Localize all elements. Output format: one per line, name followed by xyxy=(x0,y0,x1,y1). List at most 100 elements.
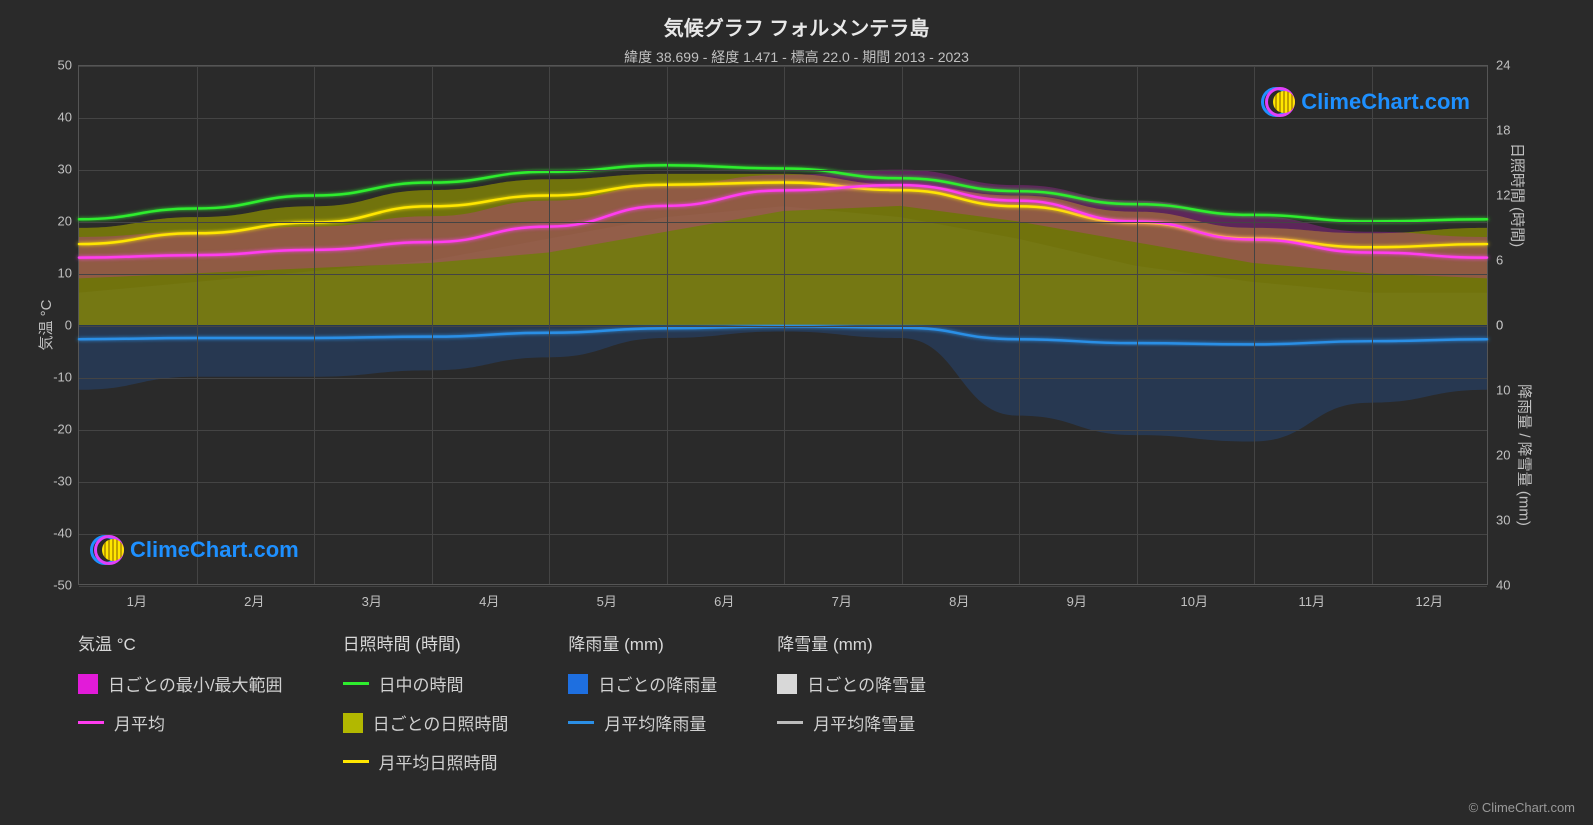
gridline-v xyxy=(1372,66,1373,584)
gridline-h xyxy=(79,430,1487,431)
legend-group-title: 気温 °C xyxy=(78,630,283,655)
xtick-month: 12月 xyxy=(1416,591,1443,610)
legend-swatch-icon xyxy=(343,760,369,763)
xtick-month: 5月 xyxy=(597,591,617,610)
watermark-text: ClimeChart.com xyxy=(1301,89,1470,115)
ytick-right-top: 12 xyxy=(1496,188,1536,203)
gridline-h xyxy=(79,326,1487,327)
ytick-right-top: 18 xyxy=(1496,123,1536,138)
legend-group: 日照時間 (時間) 日中の時間日ごとの日照時間月平均日照時間 xyxy=(343,630,509,774)
legend-item: 日中の時間 xyxy=(343,671,509,696)
legend-item: 日ごとの降雪量 xyxy=(777,671,926,696)
rain-daily-area xyxy=(79,325,1487,442)
ytick-left: 0 xyxy=(32,318,72,333)
legend-label: 日ごとの降雨量 xyxy=(598,671,717,696)
ytick-left: 20 xyxy=(32,214,72,229)
gridline-h xyxy=(79,274,1487,275)
ytick-left: 10 xyxy=(32,266,72,281)
xtick-month: 3月 xyxy=(362,591,382,610)
watermark-bottom: ClimeChart.com xyxy=(90,533,299,567)
legend-group-title: 降雪量 (mm) xyxy=(777,630,926,655)
ytick-right-bottom: 20 xyxy=(1496,448,1536,463)
watermark-top: ClimeChart.com xyxy=(1261,85,1470,119)
legend-label: 日ごとの最小/最大範囲 xyxy=(108,671,283,696)
ytick-left: 40 xyxy=(32,110,72,125)
xtick-month: 11月 xyxy=(1299,591,1326,610)
legend-label: 月平均降雨量 xyxy=(604,710,706,735)
ytick-right-top: 6 xyxy=(1496,253,1536,268)
gridline-h xyxy=(79,378,1487,379)
gridline-h xyxy=(79,170,1487,171)
gridline-h xyxy=(79,586,1487,587)
gridline-v xyxy=(314,66,315,584)
xtick-month: 8月 xyxy=(949,591,969,610)
xtick-month: 4月 xyxy=(479,591,499,610)
legend-label: 月平均 xyxy=(114,710,165,735)
legend-item: 日ごとの最小/最大範囲 xyxy=(78,671,283,696)
ytick-right-bottom: 0 xyxy=(1496,318,1536,333)
legend-swatch-icon xyxy=(343,713,363,733)
legend-group-title: 日照時間 (時間) xyxy=(343,630,509,655)
legend-label: 日ごとの日照時間 xyxy=(373,710,509,735)
gridline-h xyxy=(79,482,1487,483)
legend-label: 日ごとの降雪量 xyxy=(807,671,926,696)
climechart-logo-icon xyxy=(1261,85,1295,119)
legend-label: 月平均日照時間 xyxy=(379,749,498,774)
legend-item: 月平均 xyxy=(78,710,283,735)
legend: 気温 °C 日ごとの最小/最大範囲月平均 日照時間 (時間) 日中の時間日ごとの日照時… xyxy=(78,630,1488,774)
ytick-left: 50 xyxy=(32,58,72,73)
legend-label: 日中の時間 xyxy=(379,671,464,696)
gridline-v xyxy=(197,66,198,584)
gridline-v xyxy=(667,66,668,584)
ytick-right-bottom: 30 xyxy=(1496,513,1536,528)
ytick-right-bottom: 10 xyxy=(1496,383,1536,398)
climechart-logo-icon xyxy=(90,533,124,567)
gridline-v xyxy=(1019,66,1020,584)
xtick-month: 7月 xyxy=(832,591,852,610)
ytick-left: -50 xyxy=(32,578,72,593)
legend-group: 降雨量 (mm) 日ごとの降雨量月平均降雨量 xyxy=(568,630,717,774)
gridline-h xyxy=(79,66,1487,67)
ytick-left: -20 xyxy=(32,422,72,437)
legend-group: 降雪量 (mm) 日ごとの降雪量月平均降雪量 xyxy=(777,630,926,774)
gridline-v xyxy=(432,66,433,584)
xtick-month: 10月 xyxy=(1181,591,1208,610)
legend-swatch-icon xyxy=(568,674,588,694)
legend-swatch-icon xyxy=(777,721,803,724)
xtick-month: 9月 xyxy=(1067,591,1087,610)
ytick-left: 30 xyxy=(32,162,72,177)
legend-item: 月平均日照時間 xyxy=(343,749,509,774)
gridline-v xyxy=(549,66,550,584)
legend-swatch-icon xyxy=(78,721,104,724)
ytick-right-bottom: 40 xyxy=(1496,578,1536,593)
xtick-month: 1月 xyxy=(127,591,147,610)
ytick-left: -40 xyxy=(32,526,72,541)
legend-swatch-icon xyxy=(777,674,797,694)
gridline-v xyxy=(1137,66,1138,584)
chart-svg xyxy=(79,66,1487,584)
legend-group: 気温 °C 日ごとの最小/最大範囲月平均 xyxy=(78,630,283,774)
legend-swatch-icon xyxy=(568,721,594,724)
gridline-h xyxy=(79,222,1487,223)
legend-item: 月平均降雨量 xyxy=(568,710,717,735)
watermark-text: ClimeChart.com xyxy=(130,537,299,563)
gridline-v xyxy=(902,66,903,584)
legend-group-title: 降雨量 (mm) xyxy=(568,630,717,655)
gridline-v xyxy=(1254,66,1255,584)
legend-item: 日ごとの日照時間 xyxy=(343,710,509,735)
xtick-month: 2月 xyxy=(244,591,264,610)
legend-swatch-icon xyxy=(78,674,98,694)
legend-swatch-icon xyxy=(343,682,369,685)
legend-item: 月平均降雪量 xyxy=(777,710,926,735)
chart-title: 気候グラフ フォルメンテラ島 xyxy=(0,0,1593,41)
gridline-v xyxy=(784,66,785,584)
chart-subtitle: 緯度 38.699 - 経度 1.471 - 標高 22.0 - 期間 2013… xyxy=(0,41,1593,67)
legend-item: 日ごとの降雨量 xyxy=(568,671,717,696)
chart-area: 気温 °C 日照時間 (時間) 降雨量 / 降雪量 (mm) ClimeChar… xyxy=(78,65,1488,585)
ytick-left: -10 xyxy=(32,370,72,385)
credit-text: © ClimeChart.com xyxy=(1469,800,1575,815)
ytick-right-top: 24 xyxy=(1496,58,1536,73)
ytick-left: -30 xyxy=(32,474,72,489)
xtick-month: 6月 xyxy=(714,591,734,610)
legend-label: 月平均降雪量 xyxy=(813,710,915,735)
